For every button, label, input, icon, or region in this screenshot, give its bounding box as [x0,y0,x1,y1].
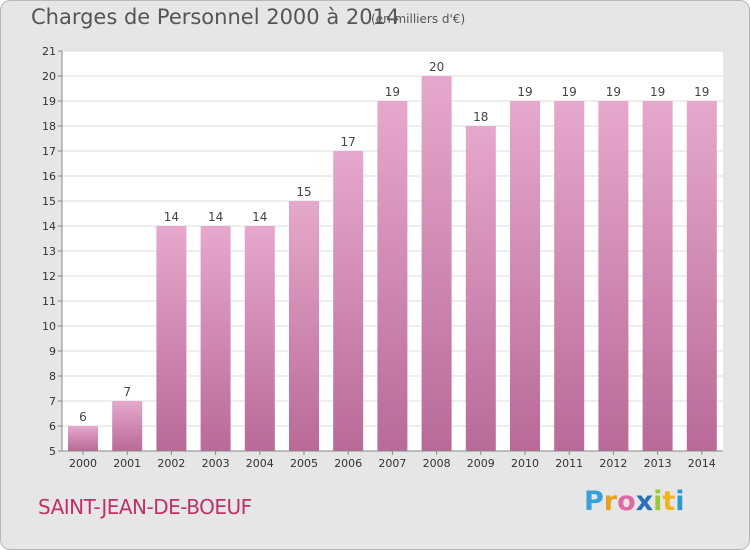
logo-letter: i [675,486,685,517]
logo-letter: o [617,486,636,517]
y-tick-label: 18 [42,120,56,133]
logo-letter: t [662,486,676,517]
y-tick-label: 16 [42,170,56,183]
logo-letter: i [653,486,663,517]
value-label-2011: 19 [562,85,577,99]
value-label-2010: 19 [517,85,532,99]
commune-name: SAINT-JEAN-DE-BOEUF [38,495,252,519]
x-tick-label-2005: 2005 [290,457,318,470]
y-tick-label: 12 [42,270,56,283]
y-tick-label: 20 [42,70,56,83]
x-tick-label-2003: 2003 [202,457,230,470]
x-tick-label-2014: 2014 [688,457,716,470]
x-tick-label-2009: 2009 [467,457,495,470]
value-label-2009: 18 [473,110,488,124]
x-tick-label-2002: 2002 [157,457,185,470]
bar-2005 [289,201,319,451]
chart-title: Charges de Personnel 2000 à 2014 [31,5,400,29]
bar-2001 [112,401,143,451]
x-tick-label-2004: 2004 [246,457,274,470]
value-label-2013: 19 [650,85,665,99]
value-label-2007: 19 [385,85,400,99]
value-label-2006: 17 [341,135,356,149]
value-label-2014: 19 [694,85,709,99]
value-label-2002: 14 [164,210,179,224]
bar-2013 [642,101,673,451]
bars: 6 7 14 14 14 15 17 19 20 18 19 19 19 19 19 [68,60,717,451]
logo-letter: P [584,486,604,517]
y-tick-label: 14 [42,220,56,233]
y-tick-label: 15 [42,195,56,208]
x-tick-label-2010: 2010 [511,457,539,470]
x-tick-label-2007: 2007 [378,457,406,470]
value-label-2008: 20 [429,60,444,74]
bar-2007 [377,101,408,451]
logo-letter: r [603,486,618,517]
bar-2008 [421,76,452,451]
y-tick-label: 7 [49,395,56,408]
y-tick-label: 11 [42,295,56,308]
y-tick-label: 17 [42,145,56,158]
value-label-2000: 6 [79,410,87,424]
value-label-2005: 15 [296,185,311,199]
value-label-2004: 14 [252,210,267,224]
bar-2000 [68,426,98,451]
y-tick-label: 8 [49,370,56,383]
bar-2014 [686,101,717,451]
bar-2004 [244,226,275,451]
y-tick-label: 21 [42,45,56,58]
value-label-2001: 7 [123,385,131,399]
axes: 5 6 7 8 9 10 11 12 13 14 15 16 17 18 19 20 21 2000 2001 200… [42,45,723,470]
y-tick-label: 19 [42,95,56,108]
bar-2003 [200,226,231,451]
y-tick-label: 10 [42,320,56,333]
x-tick-label-2006: 2006 [334,457,362,470]
bar-2009 [465,126,496,451]
x-tick-label-2008: 2008 [423,457,451,470]
y-tick-label: 6 [49,420,56,433]
x-tick-label-2011: 2011 [555,457,583,470]
x-tick-label-2000: 2000 [69,457,97,470]
x-tick-label-2001: 2001 [113,457,141,470]
y-tick-label: 13 [42,245,56,258]
y-tick-label: 9 [49,345,56,358]
x-tick-label-2013: 2013 [644,457,672,470]
value-label-2012: 19 [606,85,621,99]
bar-2012 [598,101,629,451]
proxiti-logo: Proxiti [584,486,685,517]
bar-2006 [333,151,364,451]
y-tick-label: 5 [49,445,56,458]
chart-subtitle: (en milliers d'€) [371,12,466,26]
value-label-2003: 14 [208,210,223,224]
logo-letter: x [635,486,654,517]
x-tick-label-2012: 2012 [599,457,627,470]
bar-2010 [510,101,540,451]
bar-2011 [554,101,585,451]
bar-2002 [156,226,187,451]
